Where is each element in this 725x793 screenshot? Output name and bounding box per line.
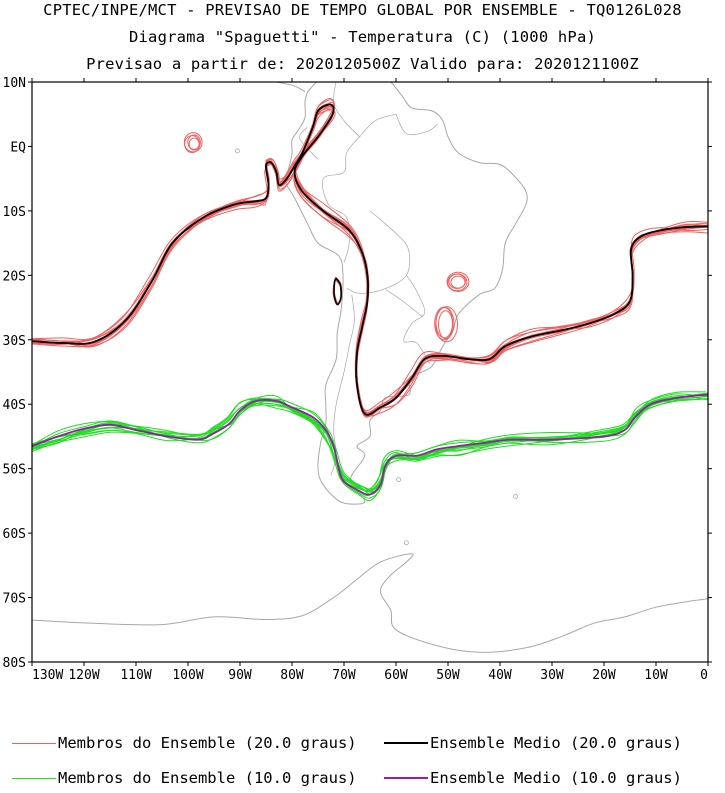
legend-swatch-mean20 (384, 742, 428, 744)
member-isotherm-20 (33, 109, 708, 415)
legend-member10: Membros do Ensemble (10.0 graus) (12, 769, 357, 787)
member-isotherm-20 (32, 106, 708, 415)
country-border (299, 126, 319, 160)
country-border (385, 289, 424, 318)
ensemble-mean-layer (32, 103, 708, 496)
country-border (395, 114, 438, 136)
title-line-1: CPTEC/INPE/MCT - PREVISAO DE TEMPO GLOBA… (43, 1, 682, 19)
member-isotherm-10 (32, 394, 708, 493)
lon-label: 50W (436, 668, 460, 683)
lon-label: 90W (228, 668, 252, 683)
legend-row-2: Membros do Ensemble (10.0 graus) Ensembl… (0, 769, 725, 793)
member-isotherm-10 (32, 393, 707, 497)
lat-label: 50S (3, 463, 26, 478)
member-isotherm-20 (32, 107, 708, 415)
lon-label: 10W (644, 668, 668, 683)
lat-label: 70S (3, 592, 26, 607)
lon-label: 0 (700, 668, 708, 683)
lon-label: 40W (488, 668, 512, 683)
title-line-3: Previsao a partir de: 2020120500Z Valido… (86, 55, 639, 73)
legend-label-mean20: Ensemble Medio (20.0 graus) (430, 734, 682, 752)
mean-isotherm-20 (32, 103, 708, 416)
legend-label-mean10: Ensemble Medio (10.0 graus) (430, 769, 682, 787)
lat-label: 40S (3, 398, 26, 413)
mean-isotherm-10 (32, 393, 708, 496)
coastline-layer (32, 82, 708, 653)
member-closed-contour (435, 306, 459, 343)
axis-ticks (28, 78, 712, 666)
island-outline (403, 540, 409, 546)
member-isotherm-20 (32, 104, 708, 416)
south-america-coastline (285, 82, 528, 505)
country-border (346, 210, 411, 294)
lon-label: 130W (32, 668, 63, 683)
member-closed-contour (188, 137, 200, 151)
member-isotherm-20 (32, 103, 708, 417)
member-isotherm-10 (32, 394, 708, 499)
lon-label: 100W (172, 668, 203, 683)
legend-row-1: Membros do Ensemble (20.0 graus) Ensembl… (0, 734, 725, 758)
mean-isotherm-20 (333, 277, 342, 306)
member-closed-contour (446, 271, 470, 292)
lon-label: 30W (540, 668, 564, 683)
member-isotherm-20 (32, 101, 708, 414)
lat-label: 10N (3, 76, 26, 91)
island-outline (234, 148, 240, 154)
lat-label: 10S (3, 205, 26, 220)
lon-label: 120W (68, 668, 99, 683)
legend-mean10: Ensemble Medio (10.0 graus) (384, 769, 682, 787)
lon-label: 70W (332, 668, 356, 683)
longitude-labels: 130W 120W 110W 100W 90W 80W 70W 60W 50W 40W 30W 20W… (32, 668, 708, 683)
plot-frame (31, 81, 709, 663)
antarctica-coastline (32, 553, 708, 653)
lon-label: 80W (280, 668, 304, 683)
country-border (403, 275, 431, 364)
member-isotherm-20 (32, 104, 708, 414)
lon-label: 60W (384, 668, 408, 683)
legend-swatch-member10 (12, 777, 56, 779)
legend-label-member10: Membros do Ensemble (10.0 graus) (58, 769, 357, 787)
spaghetti-map: 10N EQ 10S 20S 30S 40S 50S 60S 70S 80S 130W 120W 11… (3, 76, 712, 683)
legend-mean20: Ensemble Medio (20.0 graus) (384, 734, 682, 752)
lon-label: 110W (120, 668, 151, 683)
lat-label: EQ (10, 140, 26, 155)
member-isotherm-10 (32, 398, 707, 492)
country-border (333, 82, 360, 138)
member-closed-contour (438, 310, 454, 340)
island-outline (396, 477, 402, 483)
central-america-coastline (276, 82, 306, 93)
member-isotherm-20 (32, 98, 708, 417)
member-isotherm-10 (32, 393, 708, 490)
ensemble-members-layer (32, 98, 708, 502)
lat-label: 60S (3, 527, 26, 542)
member-isotherm-20 (32, 103, 708, 418)
member-closed-contour (187, 134, 201, 150)
legend-member20: Membros do Ensemble (20.0 graus) (12, 734, 357, 752)
lat-label: 20S (3, 269, 26, 284)
member-isotherm-10 (32, 396, 708, 493)
legend-swatch-member20 (12, 742, 56, 744)
member-isotherm-10 (32, 393, 708, 492)
legend-swatch-mean10 (384, 777, 428, 779)
latitude-labels: 10N EQ 10S 20S 30S 40S 50S 60S 70S 80S (3, 76, 27, 671)
lon-label: 20W (592, 668, 616, 683)
lat-label: 30S (3, 334, 26, 349)
member-closed-contour (447, 273, 468, 292)
legend-label-member20: Membros do Ensemble (20.0 graus) (58, 734, 357, 752)
title-line-2: Diagrama "Spaguetti" - Temperatura (C) (… (128, 28, 597, 46)
island-outline (513, 493, 518, 499)
lat-label: 80S (3, 656, 26, 671)
member-isotherm-10 (32, 395, 708, 490)
member-isotherm-20 (32, 105, 708, 413)
member-isotherm-20 (32, 99, 708, 414)
member-closed-contour (183, 132, 203, 153)
member-isotherm-20 (32, 108, 708, 412)
